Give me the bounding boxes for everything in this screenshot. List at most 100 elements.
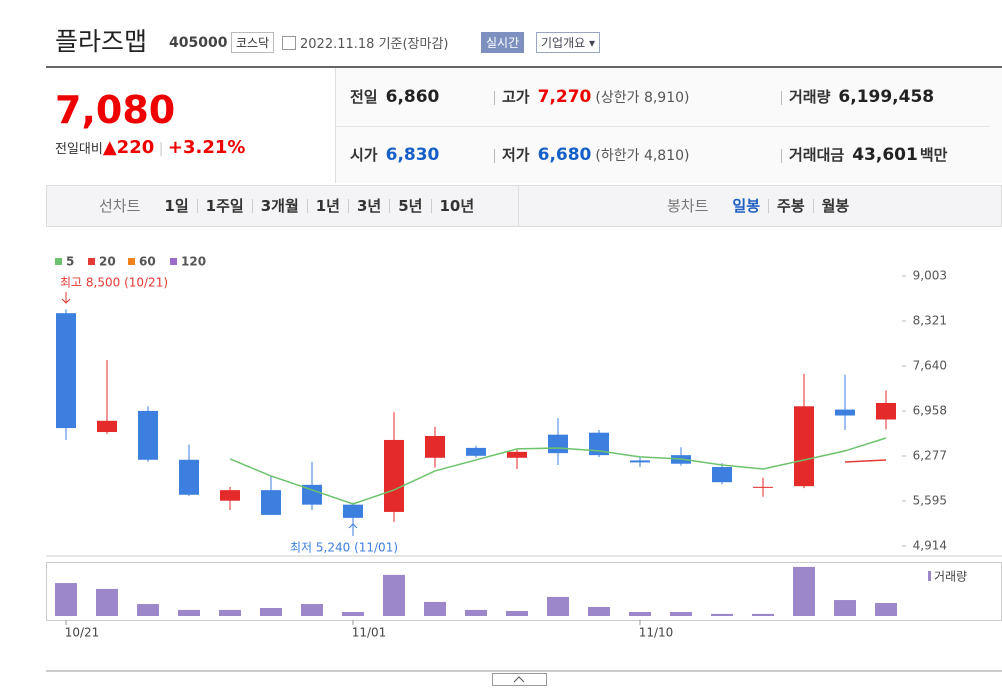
stat: 거래대금 43,601 백만 — [789, 144, 947, 165]
company-button[interactable]: 기업개요 ▾ — [536, 32, 601, 53]
company-label: 기업개요 — [541, 36, 586, 50]
y-tick-label: 5,595 — [913, 494, 947, 508]
stat-value: 6,860 — [385, 87, 440, 107]
tab[interactable]: 5년 — [389, 199, 430, 214]
candle-body — [548, 434, 568, 454]
tab[interactable]: 1년 — [306, 199, 348, 214]
legend-swatch — [88, 258, 95, 265]
x-tick-label: 11/10 — [639, 626, 674, 640]
separator — [494, 91, 495, 105]
volume-bar — [629, 612, 651, 616]
stock-name: 플라즈맵 — [55, 27, 148, 56]
date: 2022.11.18 기준(장마감) — [300, 37, 449, 52]
volume-bar — [547, 596, 569, 616]
candle-body — [302, 484, 322, 505]
candle-body — [466, 447, 486, 456]
candle-body — [384, 439, 404, 512]
stat-note: (하한가 4,810) — [595, 148, 690, 164]
price: 7,080 — [55, 88, 176, 132]
candle-body — [56, 313, 76, 429]
change: ▲220 — [102, 137, 155, 158]
volume-bar — [383, 574, 405, 616]
stat-label: 전일 — [350, 88, 378, 106]
legend-label: 120 — [181, 255, 206, 269]
candle-body — [630, 460, 650, 463]
y-tick-label: 4,914 — [913, 539, 947, 553]
separator — [781, 149, 782, 163]
tab[interactable]: 1일 — [164, 197, 189, 215]
tab[interactable]: 3년 — [348, 199, 389, 214]
low-annotation: 최저 5,240 (11/01) — [290, 541, 398, 555]
y-tick-label: 6,958 — [913, 404, 947, 418]
change-rate: +3.21% — [167, 137, 246, 158]
stat-label: 고가 — [502, 88, 530, 106]
calendar-icon — [282, 36, 296, 50]
stats-panel — [335, 68, 1002, 183]
legend-label: 60 — [139, 255, 156, 269]
candle-body — [220, 490, 240, 501]
y-tick-label: 7,640 — [913, 359, 947, 373]
collapse-button[interactable] — [492, 673, 547, 686]
candle-body — [794, 406, 814, 487]
volume-bar — [793, 566, 815, 616]
candle-body — [261, 490, 281, 515]
candle-body — [835, 409, 855, 416]
candle-body — [179, 459, 199, 495]
stat-label: 저가 — [502, 146, 530, 164]
candle-chart-tabs: 봉차트 일봉 주봉 월봉 — [518, 185, 1002, 227]
separator — [781, 91, 782, 105]
candle-body — [97, 420, 117, 433]
chart: 최고 8,500 (10/21) 최저 5,240 (11/01) 거래량 9,… — [46, 255, 1002, 686]
tab[interactable]: 일봉 — [732, 197, 761, 215]
volume-bar — [506, 610, 528, 616]
volume-bar — [465, 609, 487, 616]
stat-value: 6,680 — [537, 145, 592, 165]
tab-caption: 봉차트 — [667, 197, 709, 215]
volume-bar — [342, 612, 364, 616]
stat: 시가 6,830 — [350, 144, 439, 165]
candle-body — [425, 435, 445, 458]
tab[interactable]: 1주일 — [196, 199, 252, 214]
moving-average — [229, 437, 887, 505]
volume-bar — [875, 602, 897, 616]
collapse-icon — [513, 676, 525, 683]
tab[interactable]: 주봉 — [768, 199, 813, 214]
low-arrow — [348, 523, 358, 536]
tab[interactable]: 3개월 — [251, 199, 307, 214]
volume-legend: 거래량 — [934, 570, 967, 584]
volume-bar — [260, 608, 282, 616]
x-tick-label: 11/01 — [352, 626, 387, 640]
tab[interactable]: 월봉 — [812, 199, 858, 214]
candle-body — [138, 410, 158, 460]
legend-label: 5 — [66, 255, 74, 269]
moving-average — [844, 459, 887, 463]
legend-swatch — [170, 258, 177, 265]
volume-bar — [424, 601, 446, 616]
stat-label: 거래량 — [789, 88, 831, 106]
volume-bar — [834, 600, 856, 616]
volume-bar — [588, 606, 610, 616]
legend-label: 20 — [99, 255, 116, 269]
stat: 저가 6,680 (하한가 4,810) — [502, 144, 689, 165]
legend-swatch — [55, 258, 62, 265]
stat-unit: 백만 — [919, 146, 948, 164]
tab[interactable]: 10년 — [430, 199, 483, 214]
tab-caption: 선차트 — [99, 197, 141, 215]
change-label: 전일대비 — [55, 142, 103, 157]
change-row: 전일대비▲220 | +3.21% — [55, 137, 246, 158]
stat-value: 6,199,458 — [838, 87, 935, 107]
candle-body — [507, 451, 527, 458]
realtime-button[interactable]: 실시간 — [481, 32, 525, 53]
candle-body — [753, 486, 773, 488]
stat-value: 6,830 — [385, 145, 440, 165]
stat: 고가 7,270 (상한가 8,910) — [502, 86, 689, 107]
candle-body — [343, 504, 363, 518]
volume-legend-swatch — [928, 571, 931, 581]
candle-body — [712, 467, 732, 483]
volume-bar — [55, 583, 77, 616]
market-badge: 코스닥 — [231, 32, 275, 53]
separator — [494, 149, 495, 163]
line-chart-tabs: 선차트 1일 1주일 3개월 1년 3년 5년 10년 — [46, 185, 519, 227]
volume-bar — [752, 613, 774, 616]
